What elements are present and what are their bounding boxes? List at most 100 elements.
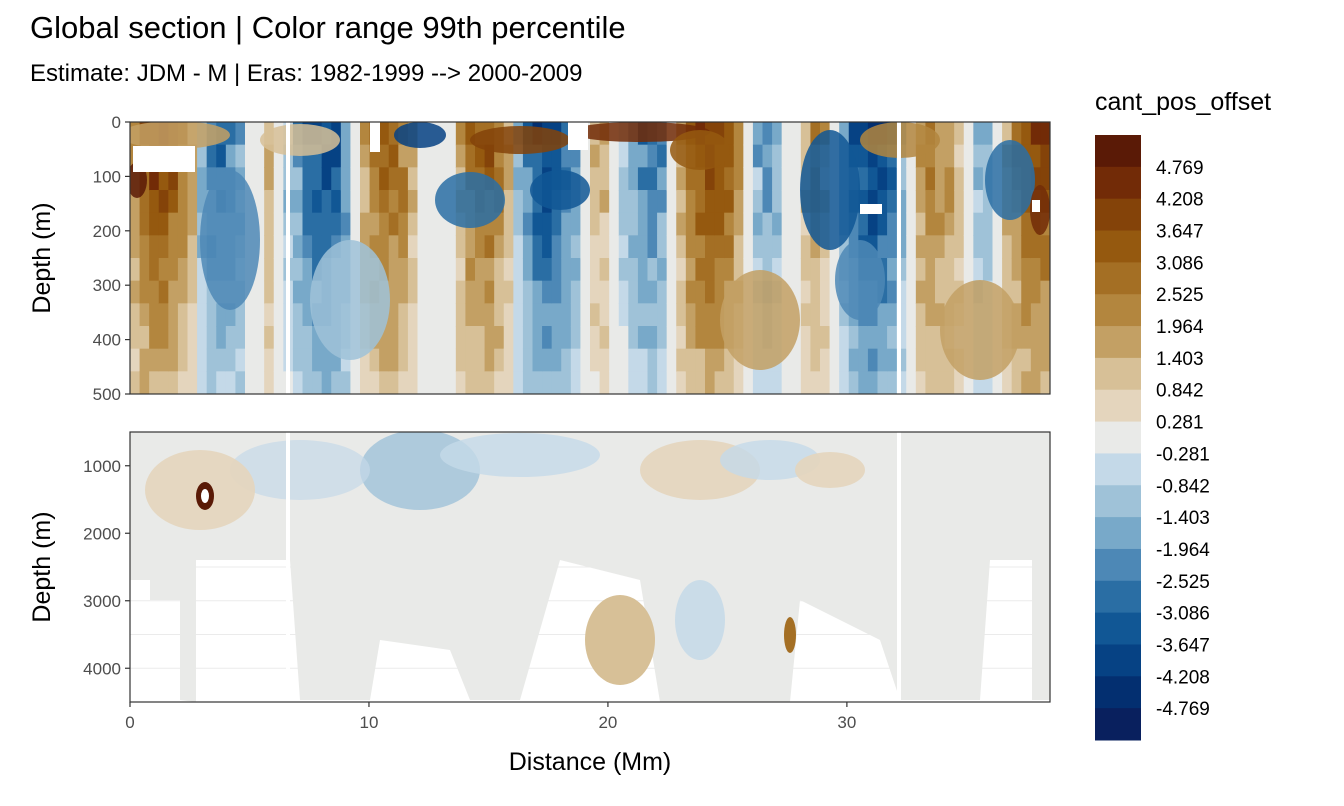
upper-panel-cell [733, 258, 744, 282]
upper-panel-cell [225, 122, 237, 146]
upper-panel-cell [848, 326, 859, 350]
upper-panel-cell [436, 167, 447, 191]
upper-panel-cell [896, 258, 907, 282]
upper-panel-cell [637, 190, 649, 214]
upper-panel-cell [292, 348, 304, 372]
upper-panel-cell [177, 258, 189, 282]
upper-panel-cell [494, 167, 505, 191]
upper-panel-cell [647, 212, 658, 236]
upper-panel-cell [896, 371, 907, 394]
upper-panel-cell [590, 258, 601, 282]
upper-panel-cell [906, 280, 917, 304]
upper-panel-cell [264, 258, 275, 282]
upper-panel-cell [446, 122, 457, 146]
upper-panel-cell [388, 326, 399, 350]
upper-panel-cell [417, 348, 428, 372]
upper-panel-cell [321, 371, 332, 394]
upper-panel-cell [887, 167, 898, 191]
upper-panel-cell [877, 326, 888, 350]
upper-panel-cell [848, 371, 859, 394]
upper-panel-cell [187, 258, 198, 282]
upper-panel-cell [609, 348, 620, 372]
colorbar-label: -3.647 [1156, 635, 1210, 656]
upper-panel-cell [350, 212, 361, 236]
upper-panel-cell [360, 348, 371, 372]
upper-panel-cell [225, 144, 237, 168]
upper-panel-cell [331, 348, 342, 372]
upper-panel-cell [503, 348, 514, 372]
upper-panel-cell [561, 144, 572, 168]
upper-panel-cell [896, 167, 907, 191]
upper-panel-cell [168, 167, 179, 191]
upper-panel-cell [513, 371, 524, 394]
upper-panel-cell [781, 190, 792, 214]
upper-panel-cell [637, 348, 649, 372]
upper-panel-cell [302, 371, 313, 394]
upper-panel-cell [1021, 326, 1032, 350]
upper-panel-cell [944, 235, 955, 259]
upper-depth-panel [130, 122, 1050, 394]
upper-panel-cell [800, 235, 812, 259]
upper-panel-cell [340, 348, 352, 372]
upper-panel-cell [935, 303, 946, 327]
upper-panel-cell [503, 212, 514, 236]
upper-panel-cell [982, 212, 994, 236]
upper-panel-cell [407, 348, 419, 372]
upper-panel-cell [427, 303, 438, 327]
upper-panel-cell [551, 371, 562, 394]
upper-panel-cell [436, 212, 447, 236]
upper-missing-data [1032, 200, 1040, 212]
upper-panel-cell [245, 280, 256, 304]
upper-panel-cell [350, 167, 361, 191]
upper-panel-cell [867, 212, 879, 236]
upper-panel-cell [446, 371, 457, 394]
upper-panel-cell [206, 348, 217, 372]
upper-panel-feature [800, 130, 860, 250]
upper-panel-cell [973, 167, 984, 191]
upper-panel-cell [1030, 371, 1042, 394]
upper-panel-cell [781, 212, 792, 236]
colorbar-label: -4.769 [1156, 699, 1210, 720]
upper-panel-cell [829, 326, 840, 350]
upper-panel-cell [388, 258, 399, 282]
upper-panel-cell [542, 235, 553, 259]
upper-panel-cell [542, 348, 553, 372]
upper-panel-cell [666, 326, 677, 350]
upper-panel-cell [935, 144, 946, 168]
upper-panel-cell [657, 212, 668, 236]
upper-panel-cell [177, 235, 189, 259]
upper-panel-cell [1011, 258, 1022, 282]
upper-panel-cell [360, 190, 371, 214]
upper-panel-cell [561, 235, 572, 259]
upper-panel-cell [992, 122, 1003, 146]
upper-panel-cell [973, 235, 984, 259]
upper-panel-cell [273, 144, 284, 168]
upper-panel-cell [197, 190, 208, 214]
upper-panel-feature [570, 122, 710, 142]
upper-panel-cell [475, 258, 486, 282]
colorbar-label: 1.403 [1156, 349, 1204, 370]
upper-panel-cell [666, 258, 677, 282]
upper-panel-cell [503, 280, 514, 304]
upper-panel-cell [915, 258, 927, 282]
upper-panel-cell [1030, 122, 1042, 146]
upper-panel-cell [666, 348, 677, 372]
upper-panel-cell [992, 212, 1003, 236]
upper-panel-cell [743, 190, 754, 214]
upper-panel-cell [1011, 235, 1022, 259]
upper-panel-cell [273, 258, 284, 282]
upper-panel-cell [915, 190, 927, 214]
upper-panel-cell [733, 190, 744, 214]
upper-panel-cell [388, 144, 399, 168]
upper-panel-cell [618, 280, 629, 304]
upper-panel-cell [484, 371, 495, 394]
upper-panel-cell [1040, 280, 1050, 304]
upper-panel-cell [637, 258, 649, 282]
upper-panel-cell [398, 258, 409, 282]
upper-panel-cell [542, 144, 553, 168]
upper-panel-cell [657, 303, 668, 327]
upper-panel-cell [791, 212, 802, 236]
upper-panel-cell [887, 258, 898, 282]
upper-panel-cell [513, 326, 524, 350]
upper-panel-cell [561, 326, 572, 350]
